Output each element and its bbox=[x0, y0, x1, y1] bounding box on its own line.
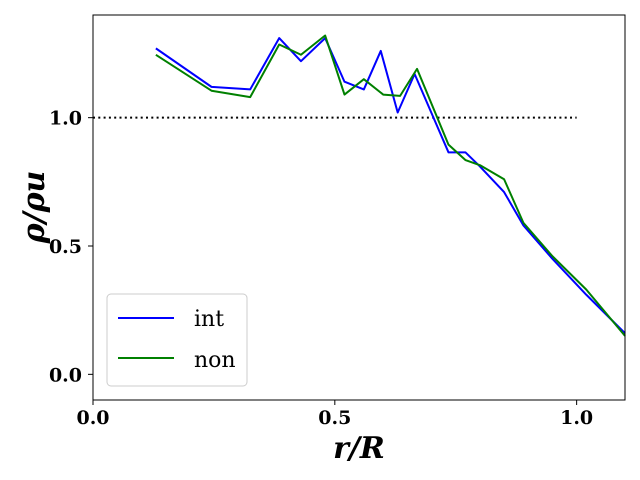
legend: int non bbox=[106, 293, 248, 387]
y-axis-label: ρ/ρu bbox=[17, 171, 52, 245]
series-line-non bbox=[155, 34, 626, 337]
y-tick-label: 1.0 bbox=[49, 108, 82, 130]
x-tick-label: 0.5 bbox=[318, 407, 351, 429]
x-tick-label: 1.0 bbox=[560, 407, 593, 429]
y-tick-label: 0.5 bbox=[49, 236, 82, 258]
legend-label-int: int bbox=[194, 307, 224, 332]
x-axis-label: r/R bbox=[333, 431, 385, 466]
legend-label-non: non bbox=[194, 348, 236, 373]
y-tick-label: 0.0 bbox=[49, 364, 82, 386]
series-line-int bbox=[155, 37, 626, 334]
x-tick-label: 0.0 bbox=[76, 407, 109, 429]
plot-frame bbox=[92, 14, 626, 401]
